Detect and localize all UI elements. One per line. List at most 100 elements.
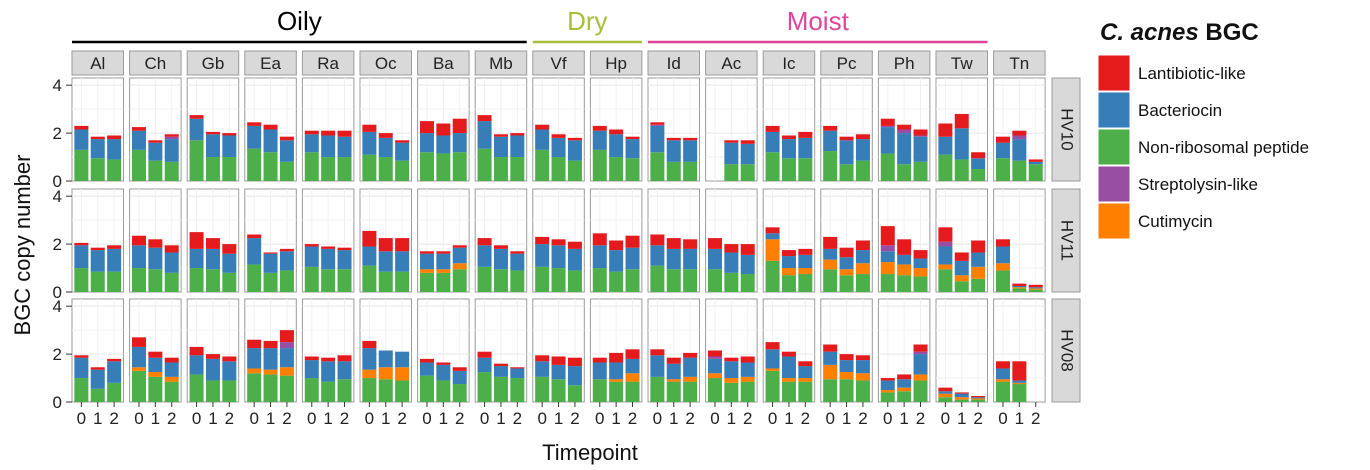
bar-segment xyxy=(148,239,163,248)
bar-segment xyxy=(321,130,336,136)
bar-segment xyxy=(247,234,262,239)
bar-segment xyxy=(131,370,146,402)
site-label: Ic xyxy=(782,54,796,73)
bar-segment xyxy=(880,378,895,381)
bar-segment xyxy=(321,361,336,382)
bar-segment xyxy=(724,272,739,292)
bar-segment xyxy=(510,367,525,369)
bar-segment xyxy=(1012,384,1027,402)
bar-segment xyxy=(839,136,854,141)
bar-segment xyxy=(781,256,796,269)
bar-segment xyxy=(724,142,739,165)
bar-segment xyxy=(995,142,1010,159)
y-axis-title: BGC copy number xyxy=(10,155,35,336)
bar-segment xyxy=(938,227,953,242)
bar-segment xyxy=(222,135,237,158)
bar-segment xyxy=(263,272,278,292)
bar-segment xyxy=(452,247,467,264)
bar-segment xyxy=(493,363,508,367)
site-label: Mb xyxy=(489,54,513,73)
site-label: Ac xyxy=(721,54,741,73)
x-tick-label: 0 xyxy=(653,409,662,428)
bar-segment xyxy=(954,159,969,181)
y-tick-label: 0 xyxy=(53,393,62,412)
bar-segment xyxy=(724,140,739,143)
bar-segment xyxy=(148,376,163,402)
bar-segment xyxy=(452,367,467,371)
bar-segment xyxy=(798,274,813,292)
bar-segment xyxy=(823,248,838,260)
bar-segment xyxy=(913,374,928,381)
bar-segment xyxy=(740,381,755,402)
bar-segment xyxy=(164,161,179,181)
x-tick-label: 1 xyxy=(1015,409,1024,428)
bar-segment xyxy=(897,129,912,134)
site-strip-Ra xyxy=(301,50,355,76)
bar-segment xyxy=(90,139,105,159)
x-tick-label: 2 xyxy=(340,409,349,428)
bar-segment xyxy=(1028,164,1043,181)
bar-segment xyxy=(781,250,796,257)
y-tick-label: 2 xyxy=(53,345,62,364)
bar-segment xyxy=(510,157,525,181)
bar-segment xyxy=(855,263,870,275)
bar-segment xyxy=(510,378,525,402)
bar-segment xyxy=(535,129,550,150)
bar-segment xyxy=(954,128,969,160)
bar-segment xyxy=(452,269,467,292)
bar-segment xyxy=(839,257,854,270)
bar-segment xyxy=(321,246,336,249)
bar-segment xyxy=(321,381,336,402)
x-tick-label: 1 xyxy=(496,409,505,428)
bar-segment xyxy=(90,369,105,389)
bar-segment xyxy=(880,390,895,393)
bar-segment xyxy=(913,136,928,162)
bar-segment xyxy=(625,349,640,359)
x-tick-label: 1 xyxy=(957,409,966,428)
bar-segment xyxy=(419,152,434,181)
bar-segment xyxy=(971,397,986,399)
x-tick-label: 1 xyxy=(266,409,275,428)
x-tick-label: 2 xyxy=(628,409,637,428)
bar-segment xyxy=(724,252,739,273)
bar-segment xyxy=(650,376,665,402)
bar-segment xyxy=(938,241,953,247)
bar-segment xyxy=(493,157,508,181)
bar-segment xyxy=(1028,159,1043,162)
bar-segment xyxy=(880,251,895,263)
bar-segment xyxy=(107,358,122,362)
bar-segment xyxy=(666,357,681,364)
bar-segment xyxy=(321,157,336,181)
bar-segment xyxy=(222,157,237,181)
bar-segment xyxy=(683,357,698,377)
bar-segment xyxy=(189,346,204,356)
bar-segment xyxy=(913,380,928,402)
bar-segment xyxy=(362,246,377,266)
bar-segment xyxy=(493,134,508,137)
x-tick-label: 1 xyxy=(93,409,102,428)
bar-segment xyxy=(131,346,146,368)
bar-segment xyxy=(205,358,220,381)
bar-segment xyxy=(74,242,89,246)
bar-segment xyxy=(995,158,1010,181)
bar-segment xyxy=(880,118,895,126)
bar-segment xyxy=(839,269,854,276)
site-strip-Ba xyxy=(417,50,470,76)
site-strip-Ic xyxy=(762,50,816,76)
site-strip-Pc xyxy=(820,50,873,76)
bar-segment xyxy=(740,254,755,275)
site-strip-Hp xyxy=(589,50,643,76)
bar-segment xyxy=(839,372,854,380)
legend-swatch xyxy=(1097,54,1131,92)
bar-segment xyxy=(781,158,796,181)
bar-segment xyxy=(724,382,739,402)
bar-segment xyxy=(625,247,640,270)
bar-segment xyxy=(164,252,179,273)
bar-segment xyxy=(148,140,163,143)
bar-segment xyxy=(419,272,434,292)
bar-segment xyxy=(625,358,640,374)
bar-segment xyxy=(551,379,566,402)
bar-segment xyxy=(798,137,813,159)
bar-segment xyxy=(279,342,294,349)
bar-segment xyxy=(477,266,492,292)
